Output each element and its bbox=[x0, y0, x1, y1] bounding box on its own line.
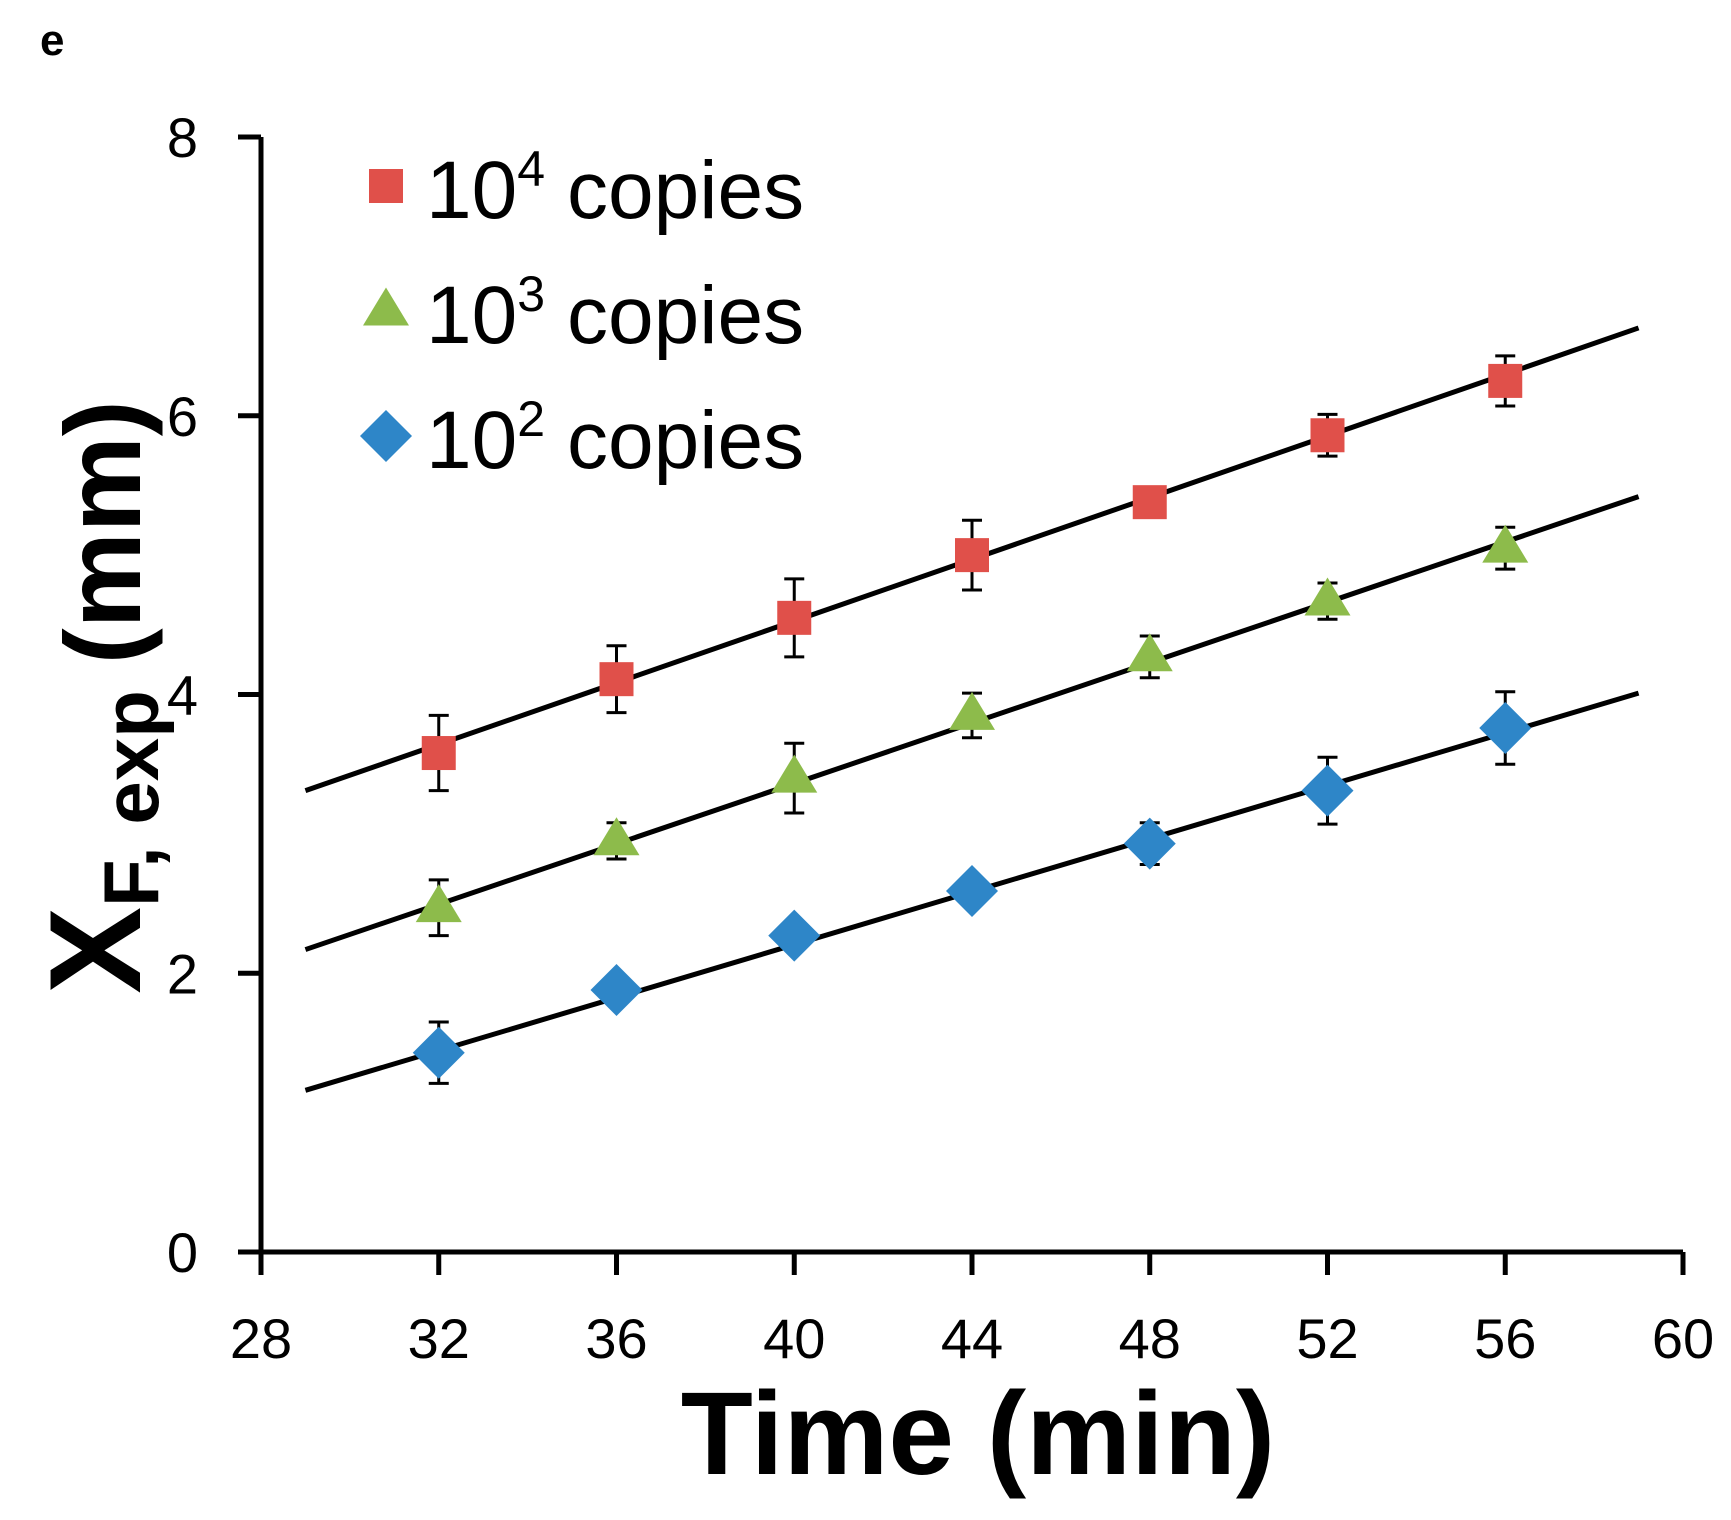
legend-marker-diamond bbox=[360, 410, 412, 462]
x-tick-label: 44 bbox=[941, 1307, 1003, 1370]
x-tick-label: 40 bbox=[763, 1307, 825, 1370]
data-point-square bbox=[1488, 363, 1523, 398]
legend-label-exponent: 2 bbox=[517, 391, 545, 447]
y-axis-title-sub: F, exp bbox=[87, 690, 175, 907]
data-point-square bbox=[955, 538, 989, 573]
legend-label-exponent: 3 bbox=[517, 266, 545, 322]
y-axis-title-main: X bbox=[22, 907, 168, 994]
data-point-diamond bbox=[412, 1026, 465, 1079]
y-tick-label: 4 bbox=[167, 664, 198, 727]
y-axis-title: XF, exp (mm) bbox=[22, 400, 175, 993]
data-point-triangle bbox=[1482, 524, 1529, 563]
data-point-diamond bbox=[946, 865, 998, 918]
x-tick-label: 56 bbox=[1474, 1307, 1536, 1370]
x-tick-label: 36 bbox=[585, 1307, 647, 1370]
data-point-diamond bbox=[1301, 764, 1354, 817]
data-point-square bbox=[421, 736, 456, 771]
legend-label-exponent: 4 bbox=[517, 141, 545, 197]
legend-label: 102 copies bbox=[426, 391, 804, 486]
data-point-diamond bbox=[1123, 817, 1176, 870]
data-point-diamond bbox=[768, 909, 821, 962]
data-point-triangle bbox=[771, 754, 818, 793]
x-ticks: 28 32 36 40 44 48 52 56 60 bbox=[230, 1252, 1714, 1370]
x-tick-label: 52 bbox=[1296, 1307, 1358, 1370]
legend-marker-triangle bbox=[363, 287, 409, 326]
legend-label-base: 10 bbox=[426, 270, 517, 361]
y-tick-label: 0 bbox=[167, 1221, 198, 1284]
legend-label-base: 10 bbox=[426, 145, 517, 236]
x-tick-label: 28 bbox=[230, 1307, 292, 1370]
data-point-triangle bbox=[415, 884, 462, 923]
data-point-triangle bbox=[593, 817, 640, 856]
data-point-square bbox=[599, 662, 634, 697]
data-point-square bbox=[1310, 418, 1345, 453]
data-point-triangle bbox=[1126, 633, 1173, 672]
data-point-triangle bbox=[949, 691, 995, 730]
legend-label-base: 10 bbox=[426, 395, 517, 486]
x-tick-label: 32 bbox=[408, 1307, 470, 1370]
y-ticks: 0 2 4 6 8 bbox=[167, 106, 261, 1284]
data-markers bbox=[412, 363, 1532, 1079]
data-point-triangle bbox=[1304, 577, 1351, 616]
y-tick-label: 6 bbox=[167, 385, 198, 448]
y-axis-title-unit: (mm) bbox=[42, 400, 163, 664]
data-point-square bbox=[1132, 485, 1167, 520]
legend-label: 104 copies bbox=[426, 141, 804, 236]
x-tick-label: 60 bbox=[1652, 1307, 1714, 1370]
data-point-diamond bbox=[1479, 701, 1532, 754]
panel-label: e bbox=[40, 16, 64, 65]
data-point-diamond bbox=[590, 963, 643, 1016]
data-point-square bbox=[777, 600, 812, 635]
y-tick-label: 8 bbox=[167, 106, 198, 169]
x-tick-label: 48 bbox=[1119, 1307, 1181, 1370]
legend-marker-square bbox=[369, 169, 403, 203]
x-axis-title: Time (min) bbox=[681, 1368, 1275, 1500]
y-tick-label: 2 bbox=[167, 942, 198, 1005]
legend-label: 103 copies bbox=[426, 266, 804, 361]
legend-label-text: copies bbox=[567, 145, 804, 236]
legend-label-text: copies bbox=[567, 270, 804, 361]
legend-label-text: copies bbox=[567, 395, 804, 486]
